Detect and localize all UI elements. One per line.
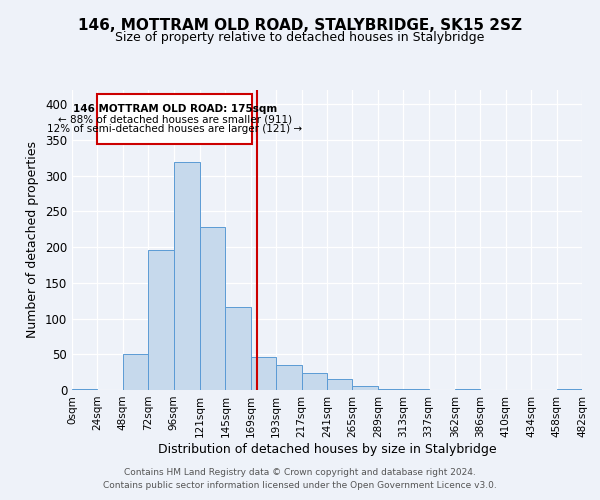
Bar (200, 227, 226, 390)
Bar (378, 388, 403, 390)
Text: Contains public sector information licensed under the Open Government Licence v3: Contains public sector information licen… (103, 480, 497, 490)
Bar (352, 386, 378, 390)
Bar (148, 250, 173, 390)
Bar (173, 162, 200, 390)
Bar (302, 373, 327, 390)
Bar (226, 307, 251, 390)
Text: Size of property relative to detached houses in Stalybridge: Size of property relative to detached ho… (115, 31, 485, 44)
Text: 12% of semi-detached houses are larger (121) →: 12% of semi-detached houses are larger (… (47, 124, 302, 134)
Text: 146 MOTTRAM OLD ROAD: 175sqm: 146 MOTTRAM OLD ROAD: 175sqm (73, 104, 277, 114)
Text: 146, MOTTRAM OLD ROAD, STALYBRIDGE, SK15 2SZ: 146, MOTTRAM OLD ROAD, STALYBRIDGE, SK15… (78, 18, 522, 32)
X-axis label: Distribution of detached houses by size in Stalybridge: Distribution of detached houses by size … (158, 442, 496, 456)
Y-axis label: Number of detached properties: Number of detached properties (26, 142, 40, 338)
Bar (72, 388, 97, 390)
Bar (251, 357, 276, 390)
Bar (276, 365, 302, 390)
Text: ← 88% of detached houses are smaller (911): ← 88% of detached houses are smaller (91… (58, 114, 292, 124)
Bar (557, 388, 582, 390)
Bar (327, 380, 352, 390)
Text: Contains HM Land Registry data © Crown copyright and database right 2024.: Contains HM Land Registry data © Crown c… (124, 468, 476, 477)
Bar (403, 388, 428, 390)
Bar (123, 354, 148, 390)
FancyBboxPatch shape (97, 94, 252, 144)
